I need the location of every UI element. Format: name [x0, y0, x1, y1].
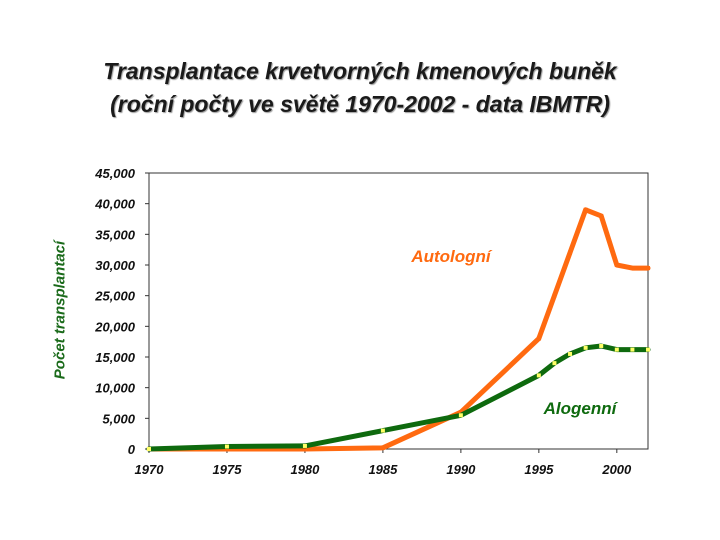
data-point: [458, 413, 463, 418]
data-point: [380, 445, 385, 450]
x-tick-label: 1985: [368, 462, 398, 477]
data-point: [536, 336, 541, 341]
plot-frame: [148, 172, 649, 450]
data-point: [568, 250, 573, 255]
x-tick-label: 2000: [601, 462, 632, 477]
data-point: [583, 207, 588, 212]
data-point: [599, 343, 604, 348]
data-point: [536, 373, 541, 378]
data-point: [224, 444, 229, 449]
data-point: [552, 293, 557, 298]
x-tick-label: 1990: [446, 462, 476, 477]
x-tick-label: 1975: [213, 462, 243, 477]
y-tick-label: 35,000: [95, 227, 136, 242]
y-tick-label: 5,000: [102, 411, 135, 426]
series-line-2: [146, 343, 651, 452]
data-point: [302, 443, 307, 448]
x-tick-label: 1980: [290, 462, 320, 477]
series-label: Autologní: [410, 247, 493, 266]
data-point: [630, 266, 635, 271]
data-point: [646, 266, 650, 271]
y-tick-label: 20,000: [94, 319, 136, 334]
data-point: [614, 347, 619, 352]
data-point: [599, 213, 604, 218]
y-tick-label: 0: [128, 442, 136, 457]
y-tick-label: 30,000: [95, 258, 136, 273]
data-point: [552, 361, 557, 366]
y-tick-label: 15,000: [95, 350, 136, 365]
data-point: [614, 263, 619, 267]
y-tick-label: 10,000: [95, 381, 136, 396]
y-tick-label: 25,000: [94, 289, 136, 304]
data-point: [302, 447, 307, 451]
y-tick-label: 40,000: [94, 197, 136, 212]
data-point: [458, 410, 463, 415]
chart-title-line-1: Transplantace krvetvorných kmenových bun…: [103, 58, 617, 84]
data-point: [630, 347, 635, 352]
x-tick-label: 1995: [524, 462, 554, 477]
y-tick-label: 45,000: [94, 166, 136, 181]
x-tick-label: 1970: [135, 462, 165, 477]
data-point: [568, 351, 573, 356]
data-point: [583, 345, 588, 350]
series-label: Alogenní: [543, 399, 619, 418]
data-point: [380, 428, 385, 433]
series-line-1: [146, 207, 651, 452]
chart-title-line-2: (roční počty ve světě 1970-2002 - data I…: [110, 91, 610, 117]
data-point: [646, 347, 650, 352]
data-point: [147, 447, 151, 451]
